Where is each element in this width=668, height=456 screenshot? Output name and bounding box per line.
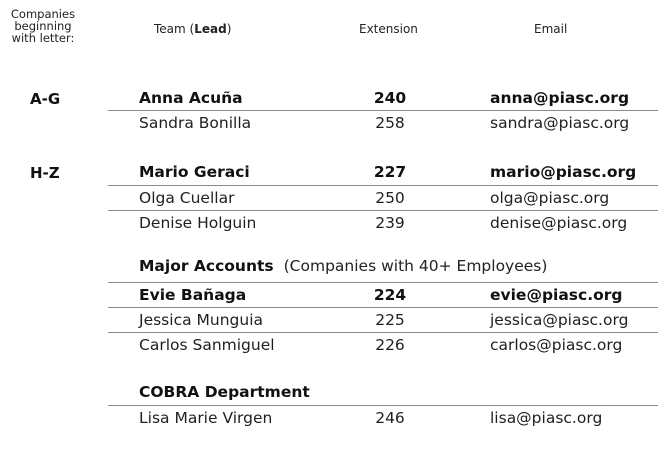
table-row: Mario Geraci 227 mario@piasc.org [108, 160, 658, 184]
contact-name: Evie Bañaga [139, 286, 247, 304]
contact-email[interactable]: carlos@piasc.org [490, 336, 623, 354]
contact-email[interactable]: jessica@piasc.org [490, 311, 629, 329]
contact-extension: 239 [375, 214, 405, 232]
major-accounts-subtitle: (Companies with 40+ Employees) [283, 257, 548, 275]
contact-extension: 227 [373, 163, 407, 181]
contact-name: Jessica Munguia [139, 311, 263, 329]
team-column-header: Team (Lead) [154, 22, 231, 36]
table-row: Anna Acuña 240 anna@piasc.org [108, 86, 658, 110]
cobra-department-heading: COBRA Department [139, 383, 310, 401]
group-label-a-g: A-G [30, 90, 61, 108]
team-header-prefix: Team ( [154, 22, 195, 36]
contact-email[interactable]: anna@piasc.org [490, 89, 630, 107]
companies-header-line-2: beginning [14, 19, 72, 33]
contact-name: Mario Geraci [139, 163, 250, 181]
cobra-department-title: COBRA Department [139, 383, 310, 401]
contact-extension: 224 [373, 286, 407, 304]
contact-name: Sandra Bonilla [139, 114, 252, 132]
contact-extension: 226 [375, 336, 405, 354]
contact-extension: 225 [375, 311, 405, 329]
major-accounts-heading: Major Accounts (Companies with 40+ Employ… [139, 257, 547, 275]
companies-header-line-1: Companies [10, 7, 76, 21]
contact-email[interactable]: denise@piasc.org [490, 214, 628, 232]
contact-name: Lisa Marie Virgen [139, 409, 273, 427]
contact-email[interactable]: mario@piasc.org [490, 163, 637, 181]
companies-header-line-3: with letter: [11, 31, 75, 45]
contact-extension: 246 [375, 409, 405, 427]
table-row: Evie Bañaga 224 evie@piasc.org [108, 282, 658, 307]
table-row: Lisa Marie Virgen 246 lisa@piasc.org [108, 405, 658, 430]
companies-column-header: Companies beginning with letter: [0, 8, 86, 44]
table-row: Jessica Munguia 225 jessica@piasc.org [108, 307, 658, 332]
major-accounts-title: Major Accounts [139, 257, 274, 275]
table-row: Denise Holguin 239 denise@piasc.org [108, 210, 658, 235]
contact-email[interactable]: sandra@piasc.org [490, 114, 630, 132]
contact-name: Denise Holguin [139, 214, 257, 232]
team-header-suffix: ) [226, 22, 232, 36]
contact-extension: 240 [373, 89, 407, 107]
contact-email[interactable]: evie@piasc.org [490, 286, 623, 304]
email-column-header: Email [534, 22, 568, 36]
contact-email[interactable]: olga@piasc.org [490, 189, 610, 207]
table-row: Carlos Sanmiguel 226 carlos@piasc.org [108, 332, 658, 357]
group-label-h-z: H-Z [30, 164, 60, 182]
extension-column-header: Extension [359, 22, 418, 36]
contact-name: Anna Acuña [139, 89, 243, 107]
contact-name: Olga Cuellar [139, 189, 235, 207]
contact-email[interactable]: lisa@piasc.org [490, 409, 603, 427]
team-header-lead: Lead [194, 22, 227, 36]
table-row: Olga Cuellar 250 olga@piasc.org [108, 185, 658, 210]
table-row: Sandra Bonilla 258 sandra@piasc.org [108, 110, 658, 135]
contact-name: Carlos Sanmiguel [139, 336, 275, 354]
contact-extension: 258 [375, 114, 405, 132]
contact-extension: 250 [375, 189, 405, 207]
